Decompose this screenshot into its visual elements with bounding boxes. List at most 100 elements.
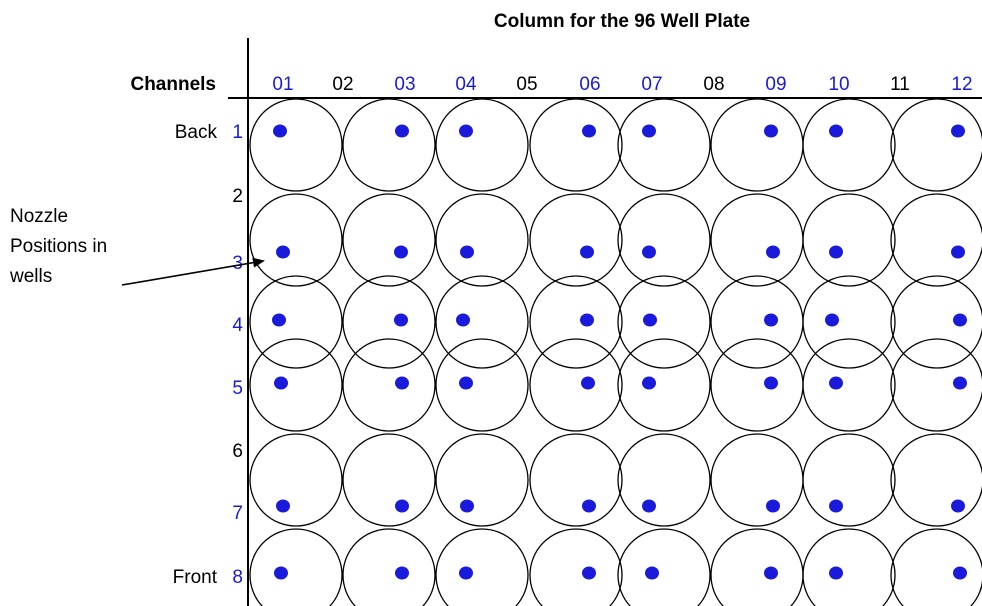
well-circle <box>342 193 436 287</box>
nozzle-dot <box>394 245 408 259</box>
channel-label: 2 <box>232 186 243 207</box>
well-circle <box>710 98 804 192</box>
well-circle <box>529 528 623 606</box>
nozzle-dot <box>829 499 843 513</box>
column-label: 10 <box>828 74 849 95</box>
well-circle <box>435 275 529 369</box>
nozzle-dot <box>764 124 778 138</box>
nozzle-dot <box>642 499 656 513</box>
well-circle <box>890 98 982 192</box>
nozzle-dot <box>580 245 594 259</box>
column-label: 12 <box>951 74 972 95</box>
annotation-line-2: Positions in <box>10 236 107 257</box>
column-label: 05 <box>516 74 537 95</box>
well-circle <box>435 528 529 606</box>
nozzle-dot <box>276 499 290 513</box>
nozzle-dot <box>829 376 843 390</box>
nozzle-dot <box>276 245 290 259</box>
nozzle-dot <box>395 124 409 138</box>
annotation-line-1: Nozzle <box>10 206 68 227</box>
column-label: 06 <box>579 74 600 95</box>
well-circle <box>617 193 711 287</box>
nozzle-dot <box>395 376 409 390</box>
channel-label: 5 <box>232 378 243 399</box>
well-circle <box>890 193 982 287</box>
nozzle-dot <box>953 376 967 390</box>
well-circle <box>710 193 804 287</box>
well-circle <box>342 528 436 606</box>
well-circle <box>617 528 711 606</box>
well-circle <box>249 338 343 432</box>
nozzle-dot <box>581 376 595 390</box>
well-circle <box>617 98 711 192</box>
nozzle-dot <box>582 499 596 513</box>
nozzle-dot <box>643 313 657 327</box>
nozzle-dot <box>953 566 967 580</box>
well-circle <box>435 98 529 192</box>
well-circle <box>617 275 711 369</box>
channel-label: 3 <box>232 253 243 274</box>
annotation-arrow <box>121 257 265 286</box>
well-circle <box>802 528 896 606</box>
well-circle <box>249 98 343 192</box>
channel-label: 8 <box>232 567 243 588</box>
well-circle <box>802 98 896 192</box>
nozzle-dot <box>766 245 780 259</box>
column-label: 08 <box>703 74 724 95</box>
well-circle <box>529 338 623 432</box>
well-circle <box>890 275 982 369</box>
well-circle <box>617 433 711 527</box>
nozzle-dot <box>829 566 843 580</box>
well-circle <box>435 338 529 432</box>
well-circle <box>802 338 896 432</box>
well-circle <box>890 338 982 432</box>
well-circle <box>710 275 804 369</box>
well-circle <box>529 193 623 287</box>
well-circle <box>529 275 623 369</box>
well-circle <box>342 275 436 369</box>
nozzle-dot <box>953 313 967 327</box>
well-circle <box>802 275 896 369</box>
nozzle-dot <box>829 245 843 259</box>
nozzle-dot <box>642 376 656 390</box>
nozzle-dot <box>764 376 778 390</box>
nozzle-dot <box>460 245 474 259</box>
diagram-title: Column for the 96 Well Plate <box>494 11 750 32</box>
well-circle <box>249 275 343 369</box>
nozzle-dot <box>460 499 474 513</box>
well-circle <box>802 193 896 287</box>
nozzle-dot <box>273 124 287 138</box>
column-label: 02 <box>332 74 353 95</box>
nozzle-dot <box>582 566 596 580</box>
nozzle-dot <box>951 245 965 259</box>
well-circle <box>342 433 436 527</box>
nozzle-dot <box>642 245 656 259</box>
nozzle-annotation: Nozzle Positions in wells <box>9 206 265 287</box>
well-circle <box>710 433 804 527</box>
column-label: 11 <box>890 74 910 95</box>
nozzle-dot <box>766 499 780 513</box>
well-circle <box>249 433 343 527</box>
column-label: 03 <box>394 74 415 95</box>
well-circle <box>529 433 623 527</box>
well-circle <box>529 98 623 192</box>
nozzle-dot <box>582 124 596 138</box>
nozzle-dot <box>459 566 473 580</box>
nozzle-dot <box>764 566 778 580</box>
nozzle-dot <box>274 566 288 580</box>
annotation-line-3: wells <box>9 266 52 287</box>
nozzle-dot <box>825 313 839 327</box>
well-circle <box>249 193 343 287</box>
well-circle <box>710 338 804 432</box>
nozzle-dot <box>274 376 288 390</box>
channel-label: 7 <box>232 503 243 524</box>
nozzle-dot <box>395 499 409 513</box>
well-circle <box>617 338 711 432</box>
nozzle-dot <box>642 124 656 138</box>
nozzle-dot <box>580 313 594 327</box>
well-circle <box>342 98 436 192</box>
nozzle-dot <box>459 376 473 390</box>
well-circle <box>802 433 896 527</box>
